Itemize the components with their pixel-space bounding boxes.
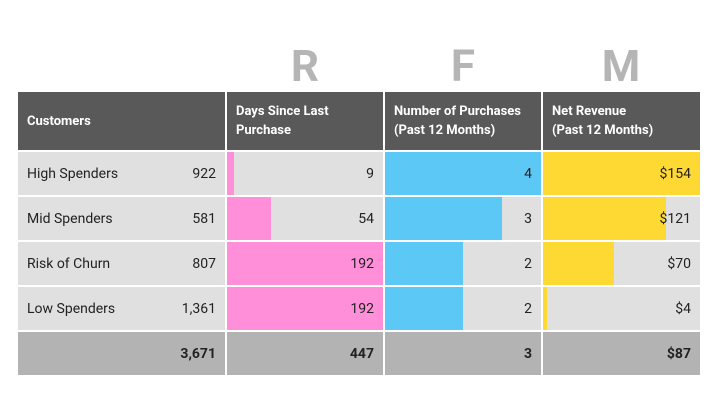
segment-name: Low Spenders [18, 287, 147, 330]
column-header: Days Since Last Purchase [227, 92, 383, 150]
metric-cell: 192 [227, 287, 383, 330]
data-bar [543, 242, 615, 285]
rfm-letter: M [601, 40, 641, 92]
rfm-letter: R [290, 40, 320, 92]
metric-value: 192 [350, 300, 374, 317]
metric-value: 4 [524, 165, 532, 182]
header-line: Purchase [236, 123, 292, 138]
total-frequency: 3 [385, 332, 541, 375]
metric-value: 3 [524, 210, 532, 227]
metric-cell: 2 [385, 242, 541, 285]
metric-value: $70 [667, 255, 691, 272]
segment-name: Mid Spenders [18, 197, 147, 240]
metric-cell: 192 [227, 242, 383, 285]
metric-cell: $154 [543, 152, 700, 195]
customer-count: 1,361 [147, 287, 225, 330]
data-bar [227, 152, 235, 195]
header-line: Days Since Last [236, 104, 329, 119]
metric-value: 54 [358, 210, 374, 227]
metric-cell: 2 [385, 287, 541, 330]
metric-cell: $70 [543, 242, 700, 285]
customer-count: 922 [147, 152, 225, 195]
metric-value: 2 [524, 300, 532, 317]
metric-value: 2 [524, 255, 532, 272]
header-line: (Past 12 Months) [394, 123, 496, 138]
header-line: Customers [27, 113, 91, 129]
customer-count: 807 [147, 242, 225, 285]
column-header: Number of Purchases (Past 12 Months) [385, 92, 541, 150]
metric-value: $4 [675, 300, 691, 317]
rfm-letter: F [450, 40, 476, 92]
metric-value: 192 [350, 255, 374, 272]
segment-name: High Spenders [18, 152, 147, 195]
data-bar [385, 242, 463, 285]
header-line: Net Revenue [552, 104, 627, 119]
segment-name: Risk of Churn [18, 242, 147, 285]
data-bar [543, 287, 548, 330]
data-bar [385, 152, 541, 195]
header-line: Number of Purchases [394, 104, 521, 119]
metric-cell: 54 [227, 197, 383, 240]
column-header: Net Revenue (Past 12 Months) [543, 92, 700, 150]
metric-cell: 3 [385, 197, 541, 240]
data-bar [227, 242, 383, 285]
total-revenue: $87 [543, 332, 700, 375]
data-bar [227, 197, 271, 240]
customer-count: 581 [147, 197, 225, 240]
data-bar [385, 287, 463, 330]
total-recency: 447 [227, 332, 383, 375]
metric-cell: $121 [543, 197, 700, 240]
total-customers: 3,671 [147, 332, 225, 375]
data-bar [543, 197, 667, 240]
metric-cell: $4 [543, 287, 700, 330]
metric-cell: 9 [227, 152, 383, 195]
metric-value: $121 [659, 210, 691, 227]
metric-value: $154 [659, 165, 691, 182]
data-bar [543, 152, 700, 195]
header-line: (Past 12 Months) [552, 123, 654, 138]
data-bar [385, 197, 502, 240]
data-bar [227, 287, 383, 330]
metric-value: 9 [366, 165, 374, 182]
column-header: Customers [18, 92, 225, 150]
metric-cell: 4 [385, 152, 541, 195]
total-blank [18, 332, 147, 375]
